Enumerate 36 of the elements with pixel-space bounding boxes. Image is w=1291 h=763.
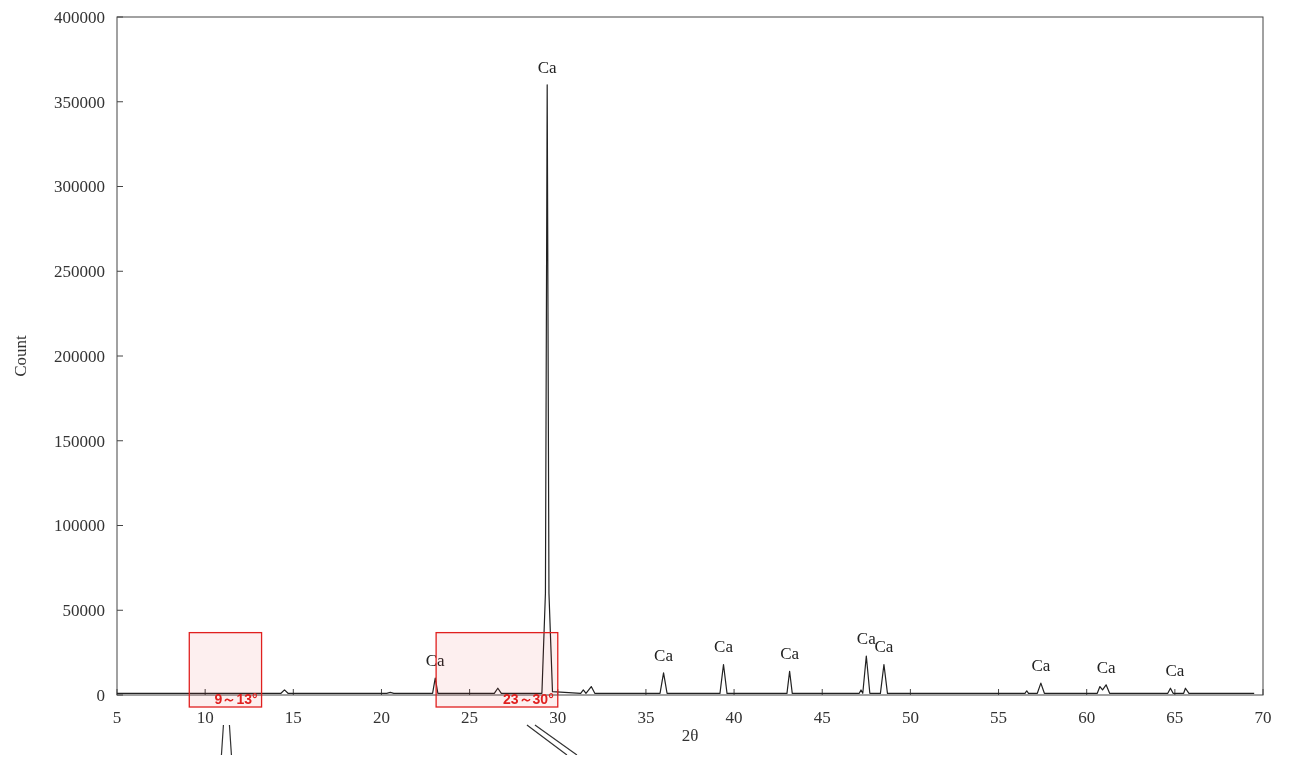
annotation: Ca <box>714 637 734 657</box>
y-axis-title: Count <box>11 334 30 377</box>
x-tick-label: 35 <box>637 708 655 727</box>
y-tick-label: 0 <box>96 685 105 705</box>
y-tick-label: 300000 <box>54 177 105 197</box>
x-tick-label: 60 <box>1078 708 1096 727</box>
line-series <box>116 84 1255 694</box>
band-label: 9～13° <box>214 691 258 707</box>
x-tick-label: 45 <box>813 708 831 727</box>
x-axis-title: 2θ <box>681 726 699 745</box>
x-tick-label: 15 <box>284 708 302 727</box>
x-tick-label: 40 <box>725 708 743 727</box>
x-tick-label: 5 <box>112 708 122 727</box>
x-tick-label: 25 <box>461 708 479 727</box>
x-tick-label: 55 <box>990 708 1008 727</box>
y-tick-label: 250000 <box>54 262 105 282</box>
annotation: Ca <box>654 645 674 665</box>
annotation: Ca <box>1165 661 1185 681</box>
x-tick-label: 70 <box>1254 708 1272 727</box>
annotation: Ca <box>1031 656 1051 676</box>
band-label: 23～30° <box>503 691 554 707</box>
annotation: Ca <box>780 644 800 664</box>
x-tick-label: 50 <box>901 708 919 727</box>
y-tick-label: 200000 <box>54 346 105 366</box>
y-tick-label: 150000 <box>54 431 105 451</box>
x-tick-label: 65 <box>1166 708 1184 727</box>
annotation: Ca <box>874 637 894 657</box>
x-tick-label: 10 <box>196 708 214 727</box>
y-tick-label: 400000 <box>54 7 105 27</box>
y-tick-label: 350000 <box>54 92 105 112</box>
annotation: Ca <box>1096 657 1116 677</box>
annotation: Ca <box>537 57 558 77</box>
x-tick-label: 30 <box>549 708 567 727</box>
y-tick-label: 100000 <box>54 516 105 536</box>
y-tick-label: 50000 <box>62 601 105 621</box>
x-tick-label: 20 <box>372 708 390 727</box>
